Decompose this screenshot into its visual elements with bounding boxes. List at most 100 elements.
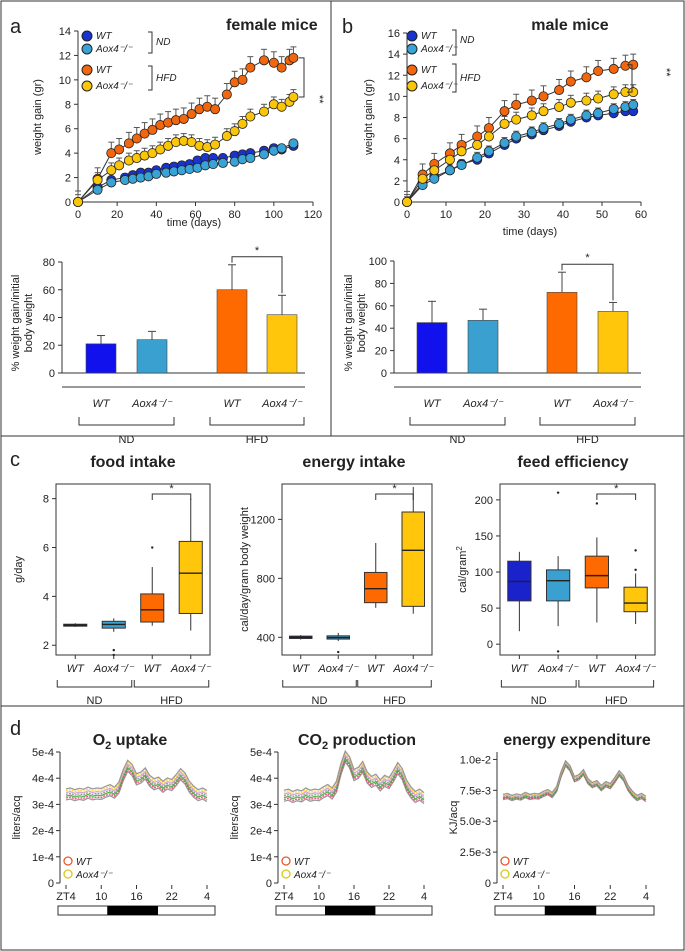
female-y-label: weight gain (gr): [32, 79, 44, 156]
ts-trace: [283, 749, 425, 794]
category-label: WT: [511, 663, 529, 675]
group-bracket: [133, 680, 210, 688]
legend-label-aox4-nd: Aox4⁻/⁻: [420, 44, 458, 55]
y-tick-label: 80: [43, 257, 55, 269]
x-tick-label: 50: [596, 209, 608, 221]
group-label: ND: [450, 434, 466, 446]
legend-marker-wt-hfd: [406, 64, 418, 76]
ts-y-label: liters/acq: [11, 795, 23, 839]
x-tick-label: 30: [518, 209, 530, 221]
y-tick-label: 800: [257, 573, 275, 585]
data-point: [608, 104, 619, 115]
data-point: [221, 131, 232, 142]
ts-trace: [502, 763, 647, 801]
data-point: [511, 131, 522, 142]
x-tick-label: 4: [204, 891, 210, 903]
y-tick-label: 400: [257, 632, 275, 644]
data-point: [472, 139, 483, 150]
data-point: [554, 101, 565, 112]
data-point: [268, 57, 279, 68]
feed-efficiency-boxplot: feed efficiency cal/gram2 0 50 100 150 200 WT Ao…: [455, 454, 657, 707]
female-x-label: time (days): [167, 217, 221, 229]
y-tick-label: 12: [388, 70, 400, 82]
data-point: [276, 143, 287, 154]
y-tick-label: 1200: [251, 514, 275, 526]
group-bracket: [357, 680, 432, 688]
data-point: [276, 101, 287, 112]
male-chart-title: male mice: [531, 17, 608, 34]
category-label: WT: [588, 663, 606, 675]
legend-marker-wt-nd: [81, 30, 93, 42]
x-tick-label: 16: [348, 891, 360, 903]
significance-bracket: [375, 493, 414, 500]
ts-trace: [502, 761, 647, 799]
group-bracket: [56, 680, 133, 688]
category-label: Aox4⁻/⁻: [317, 663, 359, 675]
ts-trace: [283, 757, 425, 801]
x-tick-label: 0: [75, 209, 81, 221]
male-y-label: weight gain (gr): [363, 79, 375, 156]
y-tick-label: 6: [65, 124, 71, 136]
y-tick-label: 0: [485, 878, 491, 890]
y-tick-label: 2e-4: [32, 826, 54, 838]
x-tick-label: 22: [604, 891, 616, 903]
data-point: [444, 165, 455, 176]
ts-trace: [502, 760, 647, 798]
data-point: [608, 63, 619, 74]
female-significance: **: [313, 95, 325, 104]
ts-trace: [502, 764, 647, 803]
category-label: Aox4⁻/⁻: [392, 663, 434, 675]
data-point: [456, 146, 467, 157]
group-bracket: [578, 680, 655, 688]
female-bar-y-label-1: % weight gain/initial: [10, 275, 22, 372]
legend-label-wt-nd: WT: [96, 31, 112, 42]
legend-label: WT: [294, 857, 310, 868]
data-point: [526, 110, 537, 121]
legend-marker-aox4-nd: [81, 43, 93, 55]
data-point: [483, 146, 494, 157]
category-label: WT: [423, 398, 441, 410]
boxplot-title: energy intake: [302, 454, 405, 471]
legend-marker-aox4-hfd: [406, 80, 418, 92]
male-weight-gain-chart: male mice time (days) weight gain (gr) *…: [363, 17, 672, 238]
data-point: [259, 106, 270, 117]
legend-group-nd: ND: [460, 35, 474, 46]
data-point: [147, 124, 158, 135]
y-tick-label: 20: [375, 346, 387, 358]
outlier: [595, 502, 599, 505]
y-tick-label: 4: [43, 591, 49, 603]
ts-trace: [65, 761, 208, 793]
group-bracket: [78, 417, 175, 426]
group-bracket: [500, 680, 577, 688]
data-point: [538, 106, 549, 117]
male-significance: **: [660, 68, 672, 77]
data-point: [114, 144, 125, 155]
ts-trace: [283, 760, 425, 805]
panel-letter-d: d: [10, 718, 21, 740]
data-point: [288, 91, 299, 102]
significance-marker: *: [255, 245, 260, 257]
series-line: [406, 110, 634, 203]
data-point: [499, 137, 510, 148]
data-point: [92, 175, 103, 186]
data-point: [565, 97, 576, 108]
data-point: [237, 74, 248, 85]
y-tick-label: 0: [65, 197, 71, 209]
y-tick-label: 60: [375, 301, 387, 313]
y-tick-label: 14: [59, 26, 71, 38]
data-point: [499, 118, 510, 129]
ts-trace: [502, 763, 647, 802]
data-point: [73, 196, 84, 207]
legend-label: WT: [76, 857, 92, 868]
data-point: [444, 154, 455, 165]
x-tick-label: 20: [111, 209, 123, 221]
x-tick-label: ZT4: [56, 891, 76, 903]
category-label: WT: [92, 398, 110, 410]
legend-group-hfd: HFD: [156, 73, 177, 84]
y-tick-label: 0: [394, 197, 400, 209]
y-tick-label: 2.5e-3: [460, 847, 491, 859]
male-percent-gain-bar-chart: % weight gain/initial body weight 0 20 40 6…: [343, 252, 641, 446]
x-tick-label: 10: [533, 891, 545, 903]
outlier: [337, 650, 340, 654]
plot-frame: [281, 483, 433, 656]
